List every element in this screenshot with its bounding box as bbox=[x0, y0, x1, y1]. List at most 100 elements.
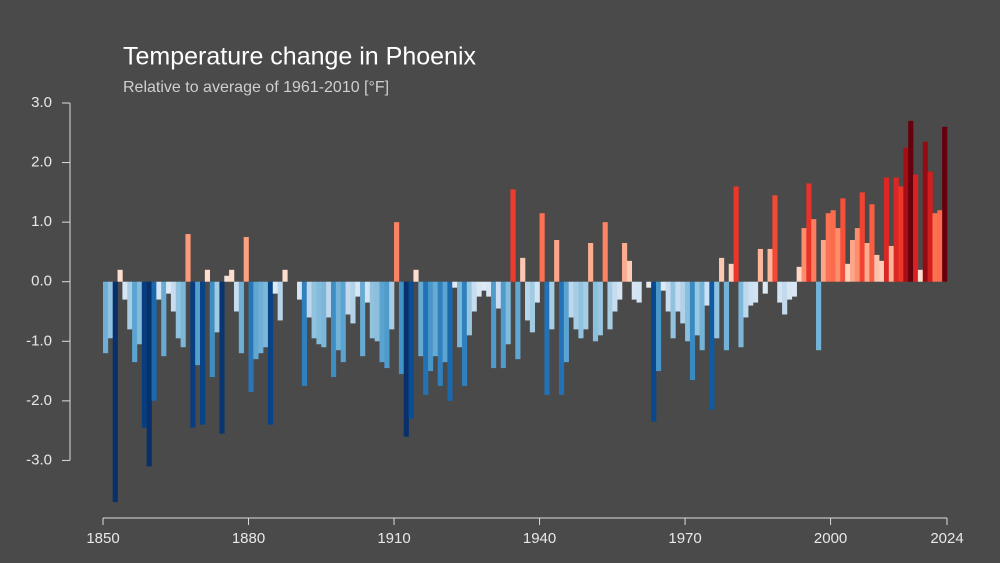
bar bbox=[340, 281, 346, 363]
bar bbox=[316, 281, 322, 345]
bar bbox=[811, 219, 817, 282]
bar bbox=[326, 281, 332, 318]
bar bbox=[350, 281, 356, 324]
bar bbox=[166, 281, 172, 294]
x-tick-label: 1880 bbox=[232, 530, 265, 547]
bar bbox=[248, 281, 254, 392]
bar bbox=[394, 222, 400, 282]
bar bbox=[408, 281, 414, 419]
bar bbox=[229, 269, 235, 282]
bar bbox=[573, 281, 579, 330]
bar bbox=[626, 260, 633, 282]
bar bbox=[558, 281, 565, 395]
bar bbox=[830, 210, 836, 282]
bar bbox=[136, 281, 143, 345]
bar bbox=[214, 281, 220, 333]
bar bbox=[384, 281, 390, 369]
bar bbox=[195, 281, 201, 366]
bar bbox=[636, 281, 642, 303]
bar bbox=[849, 240, 856, 282]
bar bbox=[651, 281, 657, 422]
bar bbox=[927, 171, 933, 282]
bar bbox=[840, 198, 846, 282]
bar bbox=[539, 213, 545, 282]
bar bbox=[398, 281, 405, 375]
bar bbox=[631, 281, 637, 300]
y-tick-label: 2.0 bbox=[31, 154, 52, 171]
bar bbox=[908, 120, 914, 282]
bar bbox=[481, 281, 487, 291]
bar bbox=[369, 281, 375, 339]
bar bbox=[563, 281, 569, 363]
bar bbox=[204, 269, 211, 282]
bar bbox=[413, 269, 419, 282]
bar bbox=[418, 281, 424, 357]
bar bbox=[267, 281, 274, 425]
bar bbox=[219, 281, 225, 434]
bar bbox=[655, 281, 662, 372]
bar bbox=[913, 174, 919, 282]
bar bbox=[224, 275, 230, 282]
bar bbox=[258, 281, 264, 354]
bar bbox=[752, 281, 759, 303]
bar bbox=[209, 281, 215, 378]
bar bbox=[859, 192, 865, 282]
bar bbox=[602, 222, 608, 282]
bar bbox=[161, 281, 167, 357]
bar bbox=[180, 281, 186, 348]
bar bbox=[699, 281, 705, 351]
bar bbox=[937, 210, 943, 282]
bar bbox=[515, 281, 521, 360]
bar bbox=[461, 281, 468, 386]
bar bbox=[471, 281, 477, 312]
bar bbox=[549, 281, 555, 330]
bar bbox=[728, 263, 734, 282]
bar bbox=[335, 281, 341, 351]
bar bbox=[253, 281, 259, 360]
bar bbox=[646, 281, 652, 288]
bar bbox=[714, 281, 720, 339]
bar bbox=[132, 281, 138, 363]
bar bbox=[112, 281, 118, 503]
bar bbox=[510, 189, 516, 282]
bar bbox=[854, 228, 860, 282]
bar bbox=[719, 257, 725, 282]
bar bbox=[578, 281, 584, 339]
y-tick-label: 3.0 bbox=[31, 94, 52, 111]
bar bbox=[141, 281, 147, 428]
bar bbox=[520, 257, 526, 282]
bar bbox=[786, 281, 793, 300]
bar bbox=[888, 245, 894, 282]
bar bbox=[772, 195, 778, 282]
bar bbox=[806, 183, 812, 282]
y-tick-label: -3.0 bbox=[26, 451, 52, 468]
x-tick-label: 2024 bbox=[930, 530, 963, 547]
bar bbox=[452, 281, 458, 288]
bar bbox=[622, 242, 628, 282]
bar bbox=[694, 281, 700, 336]
bar bbox=[592, 281, 599, 342]
bar bbox=[583, 281, 589, 330]
bar bbox=[151, 281, 157, 401]
bar bbox=[883, 177, 890, 282]
bar bbox=[903, 147, 909, 282]
bar bbox=[893, 177, 899, 282]
bar bbox=[495, 281, 502, 309]
bar bbox=[403, 281, 409, 437]
bar bbox=[743, 281, 749, 318]
bar bbox=[175, 281, 181, 339]
bar bbox=[107, 281, 114, 339]
bar bbox=[874, 254, 880, 282]
bar bbox=[238, 281, 244, 354]
bar bbox=[491, 281, 497, 369]
bar bbox=[777, 281, 783, 303]
bar bbox=[879, 260, 885, 282]
bar bbox=[835, 228, 841, 282]
bar bbox=[301, 281, 308, 386]
bar bbox=[364, 281, 371, 303]
bar bbox=[272, 281, 278, 294]
chart-subtitle: Relative to average of 1961-2010 [°F] bbox=[123, 79, 389, 96]
bar bbox=[432, 281, 438, 357]
bar bbox=[607, 281, 613, 330]
bar bbox=[277, 281, 283, 321]
